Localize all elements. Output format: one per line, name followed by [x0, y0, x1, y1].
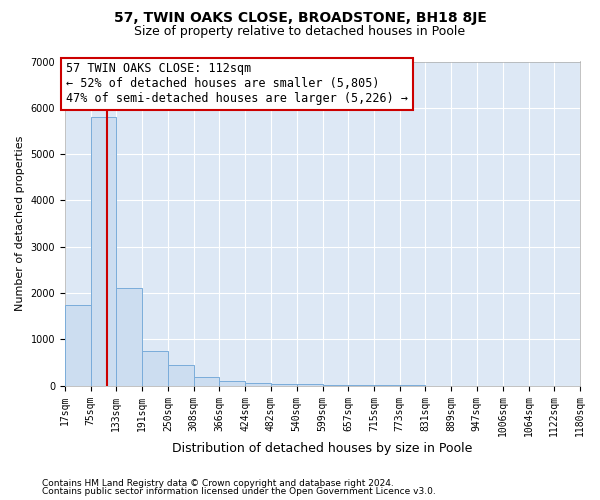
X-axis label: Distribution of detached houses by size in Poole: Distribution of detached houses by size … [172, 442, 473, 455]
Bar [65, 304, 91, 386]
Bar [142, 351, 168, 386]
Y-axis label: Number of detached properties: Number of detached properties [15, 136, 25, 311]
Bar [194, 378, 220, 386]
Text: 57 TWIN OAKS CLOSE: 112sqm
← 52% of detached houses are smaller (5,805)
47% of s: 57 TWIN OAKS CLOSE: 112sqm ← 52% of deta… [66, 62, 408, 106]
Bar [220, 382, 245, 386]
Text: Size of property relative to detached houses in Poole: Size of property relative to detached ho… [134, 25, 466, 38]
Bar [116, 288, 142, 386]
Bar [168, 365, 194, 386]
Bar [323, 384, 349, 386]
Bar [91, 117, 116, 386]
Bar [245, 382, 271, 386]
Bar [271, 384, 296, 386]
Bar [296, 384, 323, 386]
Text: 57, TWIN OAKS CLOSE, BROADSTONE, BH18 8JE: 57, TWIN OAKS CLOSE, BROADSTONE, BH18 8J… [113, 11, 487, 25]
Text: Contains HM Land Registry data © Crown copyright and database right 2024.: Contains HM Land Registry data © Crown c… [42, 478, 394, 488]
Text: Contains public sector information licensed under the Open Government Licence v3: Contains public sector information licen… [42, 487, 436, 496]
